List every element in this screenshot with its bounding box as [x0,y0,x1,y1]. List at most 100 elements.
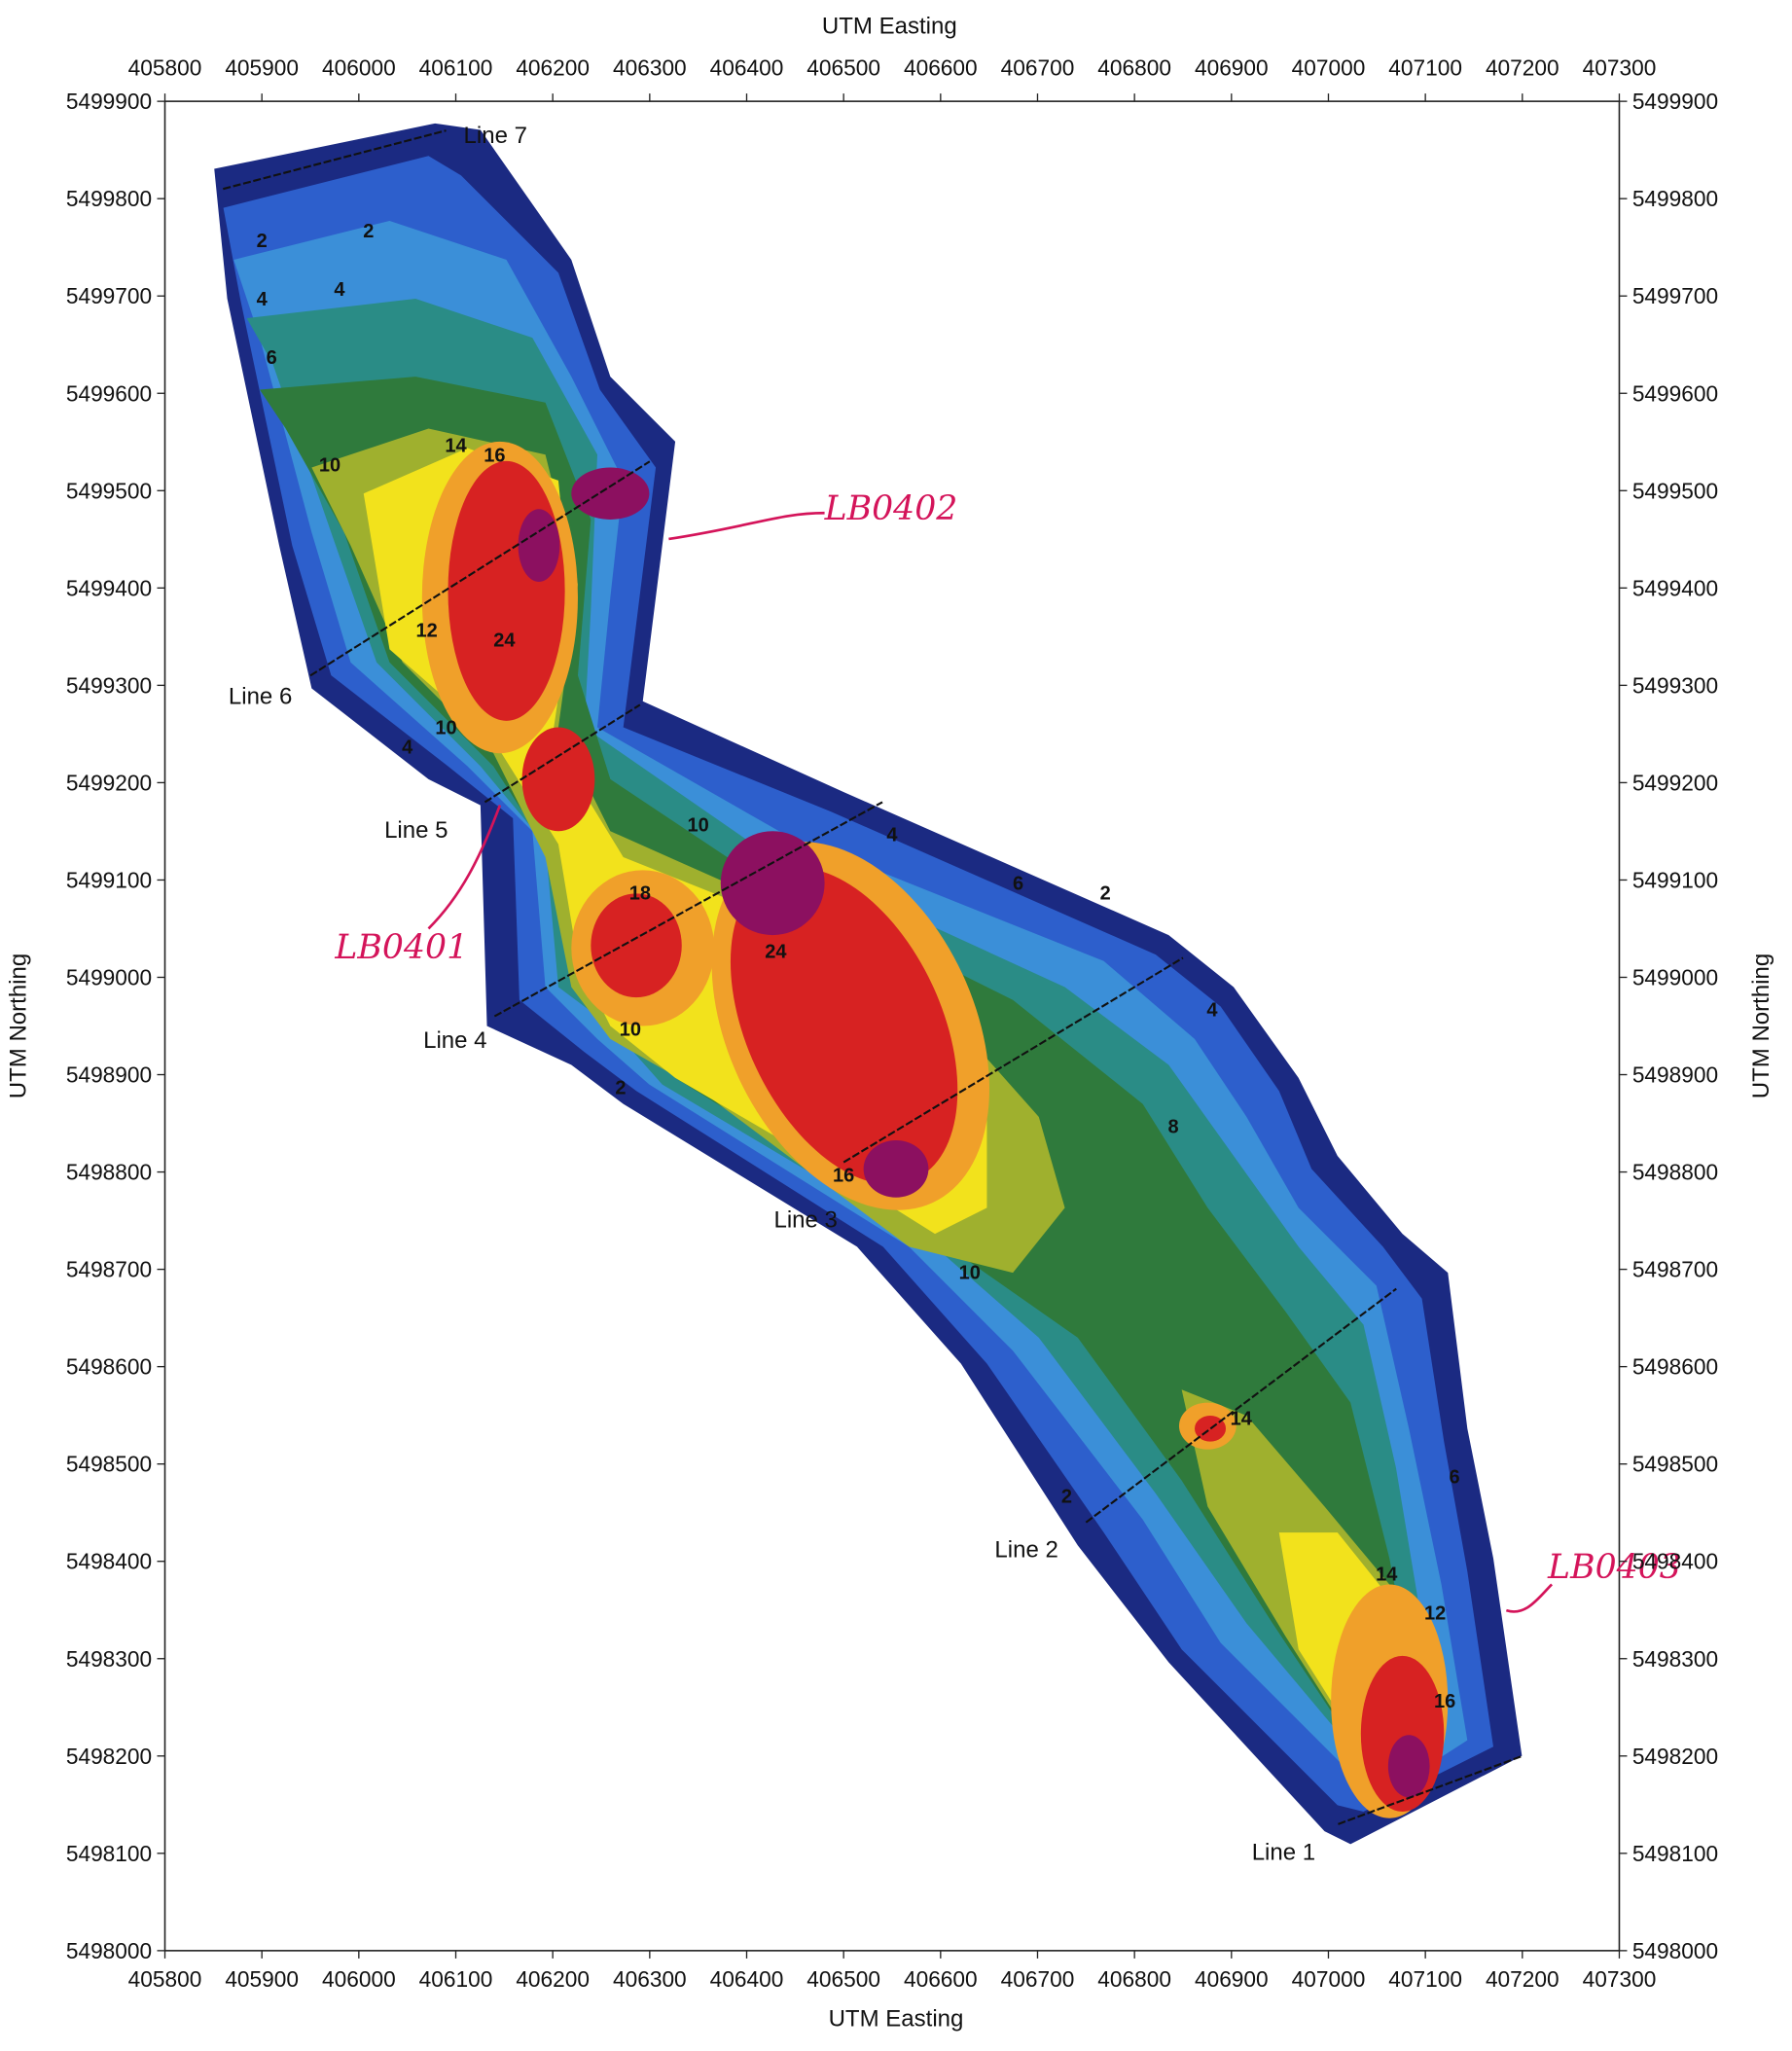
y-tick-label: 5498700 [66,1257,152,1282]
y-tick-label: 5499200 [66,770,152,795]
contour-label: 10 [435,717,456,738]
x-tick-label: 405900 [225,1966,299,1992]
x-tick-label: 407200 [1486,54,1559,80]
contour-label: 2 [1100,882,1111,904]
contour-label: 2 [1061,1487,1072,1508]
y-tick-label: 5498300 [1632,1646,1718,1672]
x-axis-title: UTM Easting [822,14,957,40]
y-tick-label: 5498000 [66,1938,152,1963]
contour-label: 14 [1231,1409,1253,1430]
x-tick-label: 406100 [419,54,493,80]
x-tick-label: 406700 [1001,54,1075,80]
y-tick-label: 5499400 [66,575,152,600]
y-tick-label: 5498300 [66,1646,152,1672]
y-tick-label: 5499800 [1632,186,1718,211]
y-axis-title: UTM Northing [1748,954,1774,1098]
x-tick-label: 406500 [806,54,880,80]
y-tick-label: 5498400 [66,1549,152,1574]
line-name: Line 3 [773,1206,837,1233]
y-tick-label: 5498900 [1632,1062,1718,1088]
line-name: Line 7 [464,123,527,149]
x-tick-label: 406800 [1097,54,1171,80]
x-tick-label: 406600 [904,54,978,80]
contour-label: 10 [620,1020,641,1041]
y-tick-label: 5499300 [66,672,152,698]
line-name: Line 4 [423,1027,486,1054]
contour-label: 4 [257,289,269,310]
y-tick-label: 5499900 [1632,89,1718,114]
contour-label: 4 [402,737,413,758]
x-tick-label: 405800 [128,54,202,80]
contour-label: 24 [493,630,516,651]
contour-label: 16 [484,445,505,466]
x-tick-label: 407000 [1292,54,1366,80]
y-tick-label: 5499900 [66,89,152,114]
y-tick-label: 5498500 [1632,1452,1718,1477]
y-tick-label: 5498200 [66,1744,152,1769]
x-tick-label: 405800 [128,1966,202,1992]
contour-label: 8 [1167,1117,1178,1138]
x-tick-label: 407100 [1388,54,1462,80]
line-name: Line 2 [994,1536,1057,1563]
x-tick-label: 405900 [225,54,299,80]
contour-label: 6 [1013,873,1023,894]
y-tick-label: 5499300 [1632,672,1718,698]
contour-label: 18 [629,882,651,904]
contour-label: 2 [363,221,374,242]
line-name: Line 5 [384,817,448,844]
y-tick-label: 5499100 [1632,867,1718,892]
contour-label: 10 [959,1263,981,1284]
contour-label: 6 [1449,1467,1459,1489]
y-tick-label: 5498800 [66,1160,152,1185]
y-tick-label: 5498500 [66,1452,152,1477]
y-tick-label: 5498100 [1632,1841,1718,1866]
y-tick-label: 5499000 [1632,964,1718,990]
annotation: LB0401 [334,928,468,967]
y-tick-label: 5499600 [1632,380,1718,406]
contour-fill [214,124,1522,1845]
y-tick-label: 5498200 [1632,1744,1718,1769]
annotation-arrow [668,513,824,539]
y-tick-label: 5498000 [1632,1938,1718,1963]
line-name: Line 1 [1252,1839,1315,1865]
y-tick-label: 5498400 [1632,1549,1718,1574]
y-axis-title: UTM Northing [6,954,32,1098]
y-tick-label: 5498800 [1632,1160,1718,1185]
x-tick-label: 406400 [710,54,784,80]
contour-label: 10 [319,454,340,476]
page: {"chart_data": { "type": "contour", "x_l… [0,0,1792,2046]
y-tick-label: 5499700 [1632,283,1718,308]
contour-label: 16 [833,1166,854,1187]
y-tick-label: 5499100 [66,867,152,892]
contour-label: 4 [334,279,345,301]
contour-label: 14 [445,435,467,456]
line-name: Line 6 [229,683,292,709]
contour-label: 2 [257,231,268,252]
x-tick-label: 406100 [419,1966,493,1992]
contour-map: UTM Easting UTM Easting UTM Northing UTM… [0,0,1792,2046]
x-tick-label: 406900 [1195,54,1269,80]
y-tick-label: 5498900 [66,1062,152,1088]
x-tick-label: 407100 [1388,1966,1462,1992]
x-tick-label: 407200 [1486,1966,1559,1992]
contour-label: 12 [415,620,437,641]
y-tick-label: 5499500 [1632,478,1718,503]
x-tick-label: 406200 [516,1966,590,1992]
y-tick-label: 5498600 [66,1354,152,1380]
contour-label: 24 [765,941,787,962]
x-tick-label: 406200 [516,54,590,80]
contour-label: 14 [1376,1565,1398,1586]
y-tick-label: 5499500 [66,478,152,503]
x-tick-label: 406000 [322,1966,396,1992]
y-tick-label: 5499000 [66,964,152,990]
x-tick-label: 406800 [1097,1966,1171,1992]
y-tick-label: 5498100 [66,1841,152,1866]
contour-label: 2 [615,1078,626,1099]
x-tick-label: 406600 [904,1966,978,1992]
y-tick-label: 5499700 [66,283,152,308]
x-tick-label: 406900 [1195,1966,1269,1992]
x-tick-label: 406000 [322,54,396,80]
y-tick-label: 5499200 [1632,770,1718,795]
contour-label: 16 [1434,1691,1455,1712]
x-axis-title: UTM Easting [829,2005,964,2032]
